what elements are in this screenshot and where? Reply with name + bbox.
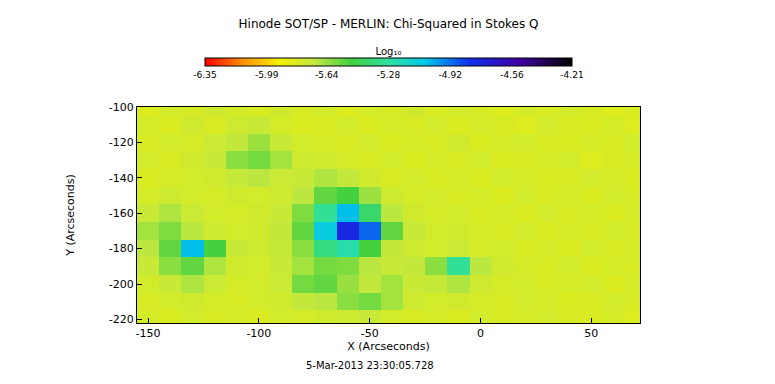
svg-text:-5.64: -5.64 <box>315 70 339 80</box>
svg-text:-50: -50 <box>361 327 379 340</box>
svg-text:-5.99: -5.99 <box>255 70 279 80</box>
svg-text:50: 50 <box>584 327 598 340</box>
svg-text:0: 0 <box>477 327 484 340</box>
svg-text:5-Mar-2013 23:30:05.728: 5-Mar-2013 23:30:05.728 <box>306 360 434 371</box>
svg-text:-200: -200 <box>109 278 134 291</box>
svg-text:Y (Arcseconds): Y (Arcseconds) <box>64 174 77 257</box>
svg-text:-4.92: -4.92 <box>439 70 462 80</box>
svg-text:-4.56: -4.56 <box>500 70 524 80</box>
svg-text:-100: -100 <box>246 327 271 340</box>
svg-text:-4.21: -4.21 <box>560 70 583 80</box>
svg-text:-5.28: -5.28 <box>377 70 401 80</box>
svg-text:-100: -100 <box>109 101 134 114</box>
svg-text:-180: -180 <box>109 242 134 255</box>
svg-text:X (Arcseconds): X (Arcseconds) <box>347 340 429 353</box>
svg-text:-140: -140 <box>109 172 134 185</box>
svg-text:Hinode SOT/SP - MERLIN: Chi-Sq: Hinode SOT/SP - MERLIN: Chi-Squared in S… <box>239 17 539 31</box>
svg-text:-6.35: -6.35 <box>193 70 216 80</box>
svg-text:-150: -150 <box>136 327 161 340</box>
svg-text:-220: -220 <box>109 313 134 326</box>
svg-text:Log₁₀: Log₁₀ <box>376 46 402 57</box>
svg-text:-120: -120 <box>109 136 134 149</box>
svg-text:-160: -160 <box>109 207 134 220</box>
